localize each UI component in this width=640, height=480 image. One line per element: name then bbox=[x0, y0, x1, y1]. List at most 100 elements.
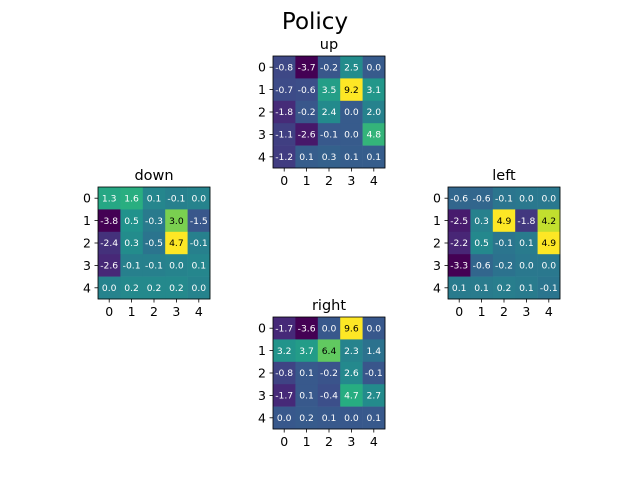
heatmap-cell bbox=[492, 209, 516, 233]
cell-value-label: 0.1 bbox=[344, 152, 359, 163]
heatmap-cell bbox=[317, 100, 341, 124]
heatmap-cell bbox=[317, 145, 341, 169]
cell-value-label: -0.6 bbox=[298, 85, 316, 96]
cell-value-label: -0.6 bbox=[473, 193, 491, 204]
heatmap-cell bbox=[295, 100, 319, 124]
heatmap-cell bbox=[142, 254, 166, 277]
cell-value-label: 0.1 bbox=[299, 391, 314, 402]
heatmap-cell bbox=[362, 339, 386, 363]
heatmap-cell bbox=[273, 100, 296, 124]
cell-value-label: -1.7 bbox=[275, 391, 293, 402]
heatmap-cell bbox=[362, 145, 386, 169]
cell-value-label: 0.1 bbox=[474, 283, 489, 294]
cell-value-label: 4.7 bbox=[344, 391, 359, 402]
heatmap-cell bbox=[295, 123, 319, 146]
x-tick-label: 0 bbox=[280, 173, 288, 188]
cell-value-label: -0.1 bbox=[190, 238, 208, 249]
cell-value-label: 1.4 bbox=[366, 346, 381, 357]
heatmap-cell bbox=[362, 78, 386, 102]
cell-value-label: -0.2 bbox=[298, 107, 316, 118]
heatmap-cell bbox=[317, 384, 341, 407]
heatmap-cell bbox=[470, 231, 494, 255]
cell-value-label: 4.8 bbox=[366, 130, 381, 141]
heatmap-cell bbox=[340, 406, 363, 430]
cell-value-label: 2.5 bbox=[344, 62, 359, 73]
cell-value-label: -0.1 bbox=[320, 130, 338, 141]
cell-value-label: 0.0 bbox=[169, 261, 184, 272]
cell-value-label: 2.3 bbox=[344, 346, 359, 357]
y-tick-label: 1 bbox=[83, 213, 91, 228]
cell-value-label: 0.0 bbox=[344, 107, 359, 118]
figure-title: Policy bbox=[282, 9, 348, 35]
cell-value-label: 2.0 bbox=[366, 107, 381, 118]
x-tick-label: 3 bbox=[347, 434, 355, 449]
cell-value-label: 0.0 bbox=[344, 413, 359, 424]
cell-value-label: 0.0 bbox=[519, 193, 534, 204]
cell-value-label: -0.1 bbox=[167, 193, 185, 204]
cell-value-label: -0.2 bbox=[320, 368, 338, 379]
x-tick-label: 1 bbox=[303, 173, 311, 188]
cell-value-label: 3.1 bbox=[366, 85, 381, 96]
heatmap-cell bbox=[448, 187, 471, 210]
heatmap-cell bbox=[120, 276, 144, 300]
cell-value-label: -1.8 bbox=[517, 216, 535, 227]
cell-value-label: 0.5 bbox=[124, 216, 139, 227]
y-tick-label: 3 bbox=[258, 127, 266, 142]
heatmap-cell bbox=[470, 254, 494, 277]
cell-value-label: 0.2 bbox=[299, 413, 314, 424]
heatmap-cell bbox=[165, 276, 188, 300]
x-tick-label: 3 bbox=[172, 304, 180, 319]
cell-value-label: -0.8 bbox=[275, 368, 293, 379]
x-tick-label: 4 bbox=[545, 304, 553, 319]
cell-value-label: 0.0 bbox=[191, 283, 206, 294]
heatmap-cell bbox=[362, 56, 386, 79]
cell-value-label: 0.2 bbox=[124, 283, 139, 294]
heatmap-cell bbox=[317, 406, 341, 430]
cell-value-label: -3.7 bbox=[298, 62, 316, 73]
cell-value-label: 0.1 bbox=[322, 413, 337, 424]
heatmap-cell bbox=[295, 78, 319, 102]
heatmap-cell bbox=[295, 339, 319, 363]
panel-title-up: up bbox=[320, 37, 338, 53]
heatmap-cell bbox=[120, 231, 144, 255]
cell-value-label: -2.6 bbox=[298, 130, 316, 141]
heatmap-cell bbox=[165, 231, 188, 255]
cell-value-label: 4.9 bbox=[497, 216, 512, 227]
heatmap-cell bbox=[470, 209, 494, 233]
heatmap-cell bbox=[362, 317, 386, 340]
panel-title-right: right bbox=[312, 298, 346, 314]
heatmap-cell bbox=[273, 78, 296, 102]
heatmap-cell bbox=[317, 317, 341, 340]
cell-value-label: 0.3 bbox=[322, 152, 337, 163]
cell-value-label: 2.7 bbox=[366, 391, 381, 402]
heatmap-cell bbox=[340, 339, 363, 363]
y-tick-label: 4 bbox=[83, 280, 91, 295]
cell-value-label: -0.1 bbox=[365, 368, 383, 379]
y-tick-label: 2 bbox=[258, 105, 266, 120]
heatmap-cell bbox=[165, 209, 188, 233]
heatmap-cell bbox=[120, 254, 144, 277]
heatmap-cell bbox=[295, 145, 319, 169]
x-tick-label: 4 bbox=[195, 304, 203, 319]
heatmap-cell bbox=[448, 276, 471, 300]
y-tick-label: 3 bbox=[258, 388, 266, 403]
cell-value-label: -0.1 bbox=[540, 283, 558, 294]
y-tick-label: 3 bbox=[433, 258, 441, 273]
cell-value-label: -0.1 bbox=[495, 193, 513, 204]
cell-value-label: 4.9 bbox=[541, 238, 556, 249]
x-tick-label: 3 bbox=[522, 304, 530, 319]
heatmap-cell bbox=[470, 276, 494, 300]
cell-value-label: 0.0 bbox=[366, 62, 381, 73]
y-tick-label: 0 bbox=[83, 191, 91, 206]
cell-value-label: -3.6 bbox=[298, 323, 316, 334]
cell-value-label: -0.8 bbox=[275, 62, 293, 73]
heatmap-cell bbox=[340, 361, 363, 385]
heatmap-cell bbox=[98, 276, 121, 300]
x-tick-label: 0 bbox=[455, 304, 463, 319]
cell-value-label: -3.3 bbox=[450, 261, 468, 272]
cell-value-label: 0.0 bbox=[102, 283, 117, 294]
heatmap-cell bbox=[537, 209, 561, 233]
cell-value-label: 1.6 bbox=[124, 193, 139, 204]
panel-title-left: left bbox=[492, 168, 516, 184]
cell-value-label: 0.0 bbox=[344, 130, 359, 141]
